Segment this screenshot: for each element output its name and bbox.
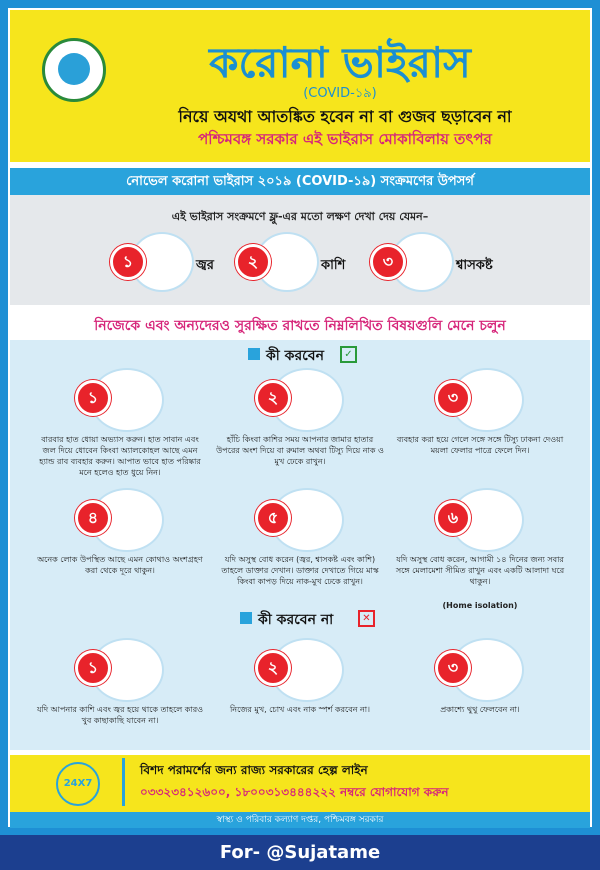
item-text: নিজের মুখ, চোখ এবং নাক স্পর্শ করবেন না। bbox=[230, 705, 370, 714]
symptom-label: জ্বর bbox=[196, 258, 214, 273]
symptom-number: ১ bbox=[110, 244, 146, 280]
department: স্বাস্থ্য ও পরিবার কল্যাণ দপ্তর, পশ্চিমব… bbox=[10, 812, 590, 828]
item-number: ১ bbox=[75, 380, 111, 416]
item-text: হাঁচি কিংবা কাশির সময় আপনার জামার হাতার… bbox=[216, 435, 384, 466]
item-number: ৫ bbox=[255, 500, 291, 536]
heading-marker bbox=[240, 612, 252, 624]
credit: For- @Sujatame bbox=[0, 835, 600, 870]
logo bbox=[42, 38, 106, 102]
item-text: প্রকাশ্যে থুথু ফেলবেন না। bbox=[440, 705, 520, 714]
header-panel bbox=[10, 10, 590, 162]
item-number: ৬ bbox=[435, 500, 471, 536]
item-text: যদি অসুস্থ বোধ করেন, আগামী ১৪ দিনের জন্য… bbox=[395, 555, 565, 586]
helpline-title: বিশদ পরামর্শের জন্য রাজ্য সরকারের হেল্প … bbox=[140, 763, 368, 777]
item-number: ১ bbox=[75, 650, 111, 686]
dos-heading: কী করবেন bbox=[266, 348, 324, 364]
header-line: পশ্চিমবঙ্গ সরকার এই ভাইরাস মোকাবিলায় তৎ… bbox=[198, 130, 492, 148]
symptom-intro: এই ভাইরাস সংক্রমণে ফ্লু-এর মতো লক্ষণ দেখ… bbox=[171, 210, 429, 223]
advice: নিজেকে এবং অন্যদেরও সুরক্ষিত রাখতে নিম্ন… bbox=[94, 318, 506, 334]
item-text: ব্যবহার করা হয়ে গেলে সঙ্গে সঙ্গে টিস্যু… bbox=[396, 435, 564, 455]
check-icon: ✓ bbox=[340, 346, 357, 363]
item-number: ২ bbox=[255, 650, 291, 686]
subtitle: (COVID-১৯) bbox=[303, 86, 377, 101]
donts-heading: কী করবেন না bbox=[258, 612, 334, 628]
helpline-numbers: ০৩৩২৩৪১২৬০০, ১৮০০৩১৩৪৪৪২২২ নম্বরে যোগাযো… bbox=[140, 785, 449, 799]
item-number: ৩ bbox=[435, 650, 471, 686]
item-text: যদি আপনার কাশি এবং জ্বর হয়ে থাকে তাহলে … bbox=[36, 705, 203, 725]
symptom-icon bbox=[130, 232, 194, 292]
item-text: অনেক লোক উপস্থিত আছে এমন কোথাও অংশগ্রহণ … bbox=[37, 555, 203, 575]
symptom-banner: নোভেল করোনা ভাইরাস ২০১৯ (COVID-১৯) সংক্র… bbox=[10, 168, 590, 195]
helpline-badge: 24X7 bbox=[56, 762, 100, 806]
divider bbox=[122, 758, 125, 806]
item-text: বারবার হাত ধোয়া অভ্যাস করুন। হাত সাবান … bbox=[39, 435, 201, 477]
item-number: ৩ bbox=[435, 380, 471, 416]
symptom-number: ২ bbox=[235, 244, 271, 280]
item-number: ২ bbox=[255, 380, 291, 416]
helpline-panel bbox=[10, 755, 590, 812]
symptom-number: ৩ bbox=[370, 244, 406, 280]
symptom-label: শ্বাসকষ্ট bbox=[456, 258, 493, 273]
heading-marker bbox=[248, 348, 260, 360]
item-note: (Home isolation) bbox=[442, 601, 518, 610]
header-line: নিয়ে অযথা আতঙ্কিত হবেন না বা গুজব ছড়াব… bbox=[178, 107, 512, 126]
item-text: যদি অসুস্থ বোধ করেন (জ্বর, শ্বাসকষ্ট এবং… bbox=[221, 555, 379, 586]
item-number: ৪ bbox=[75, 500, 111, 536]
title: করোনা ভাইরাস bbox=[209, 38, 471, 87]
symptom-label: কাশি bbox=[321, 258, 346, 273]
cross-icon: ✕ bbox=[358, 610, 375, 627]
